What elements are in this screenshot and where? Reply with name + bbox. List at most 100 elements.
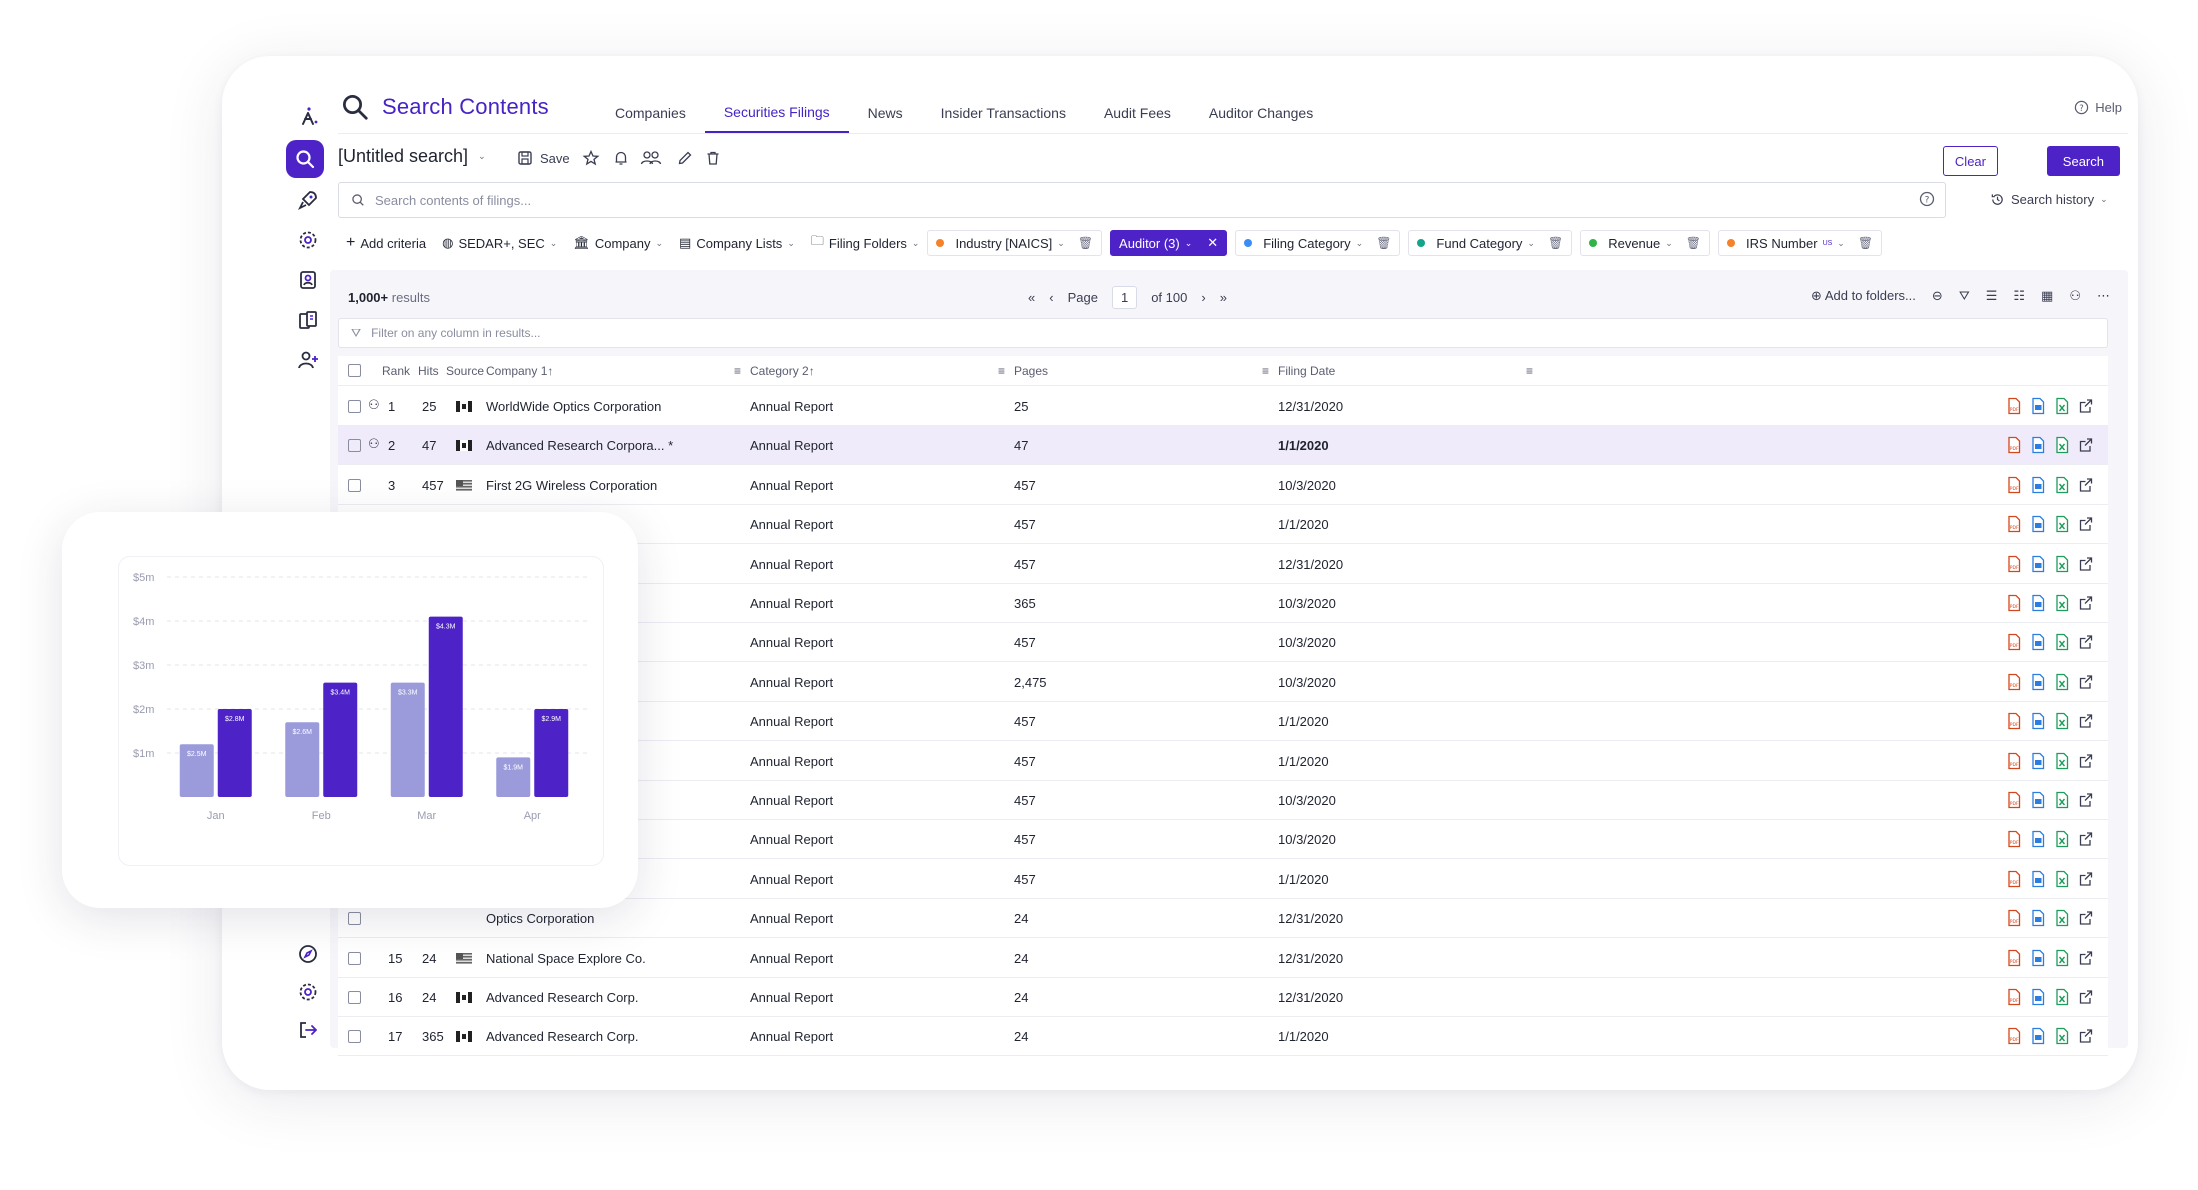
rocket-icon[interactable] xyxy=(288,180,328,220)
tab-auditor-changes[interactable]: Auditor Changes xyxy=(1208,105,1314,121)
excel-icon[interactable] xyxy=(2054,791,2070,809)
more-icon[interactable]: ⋯ xyxy=(2097,288,2110,303)
table-row[interactable]: 16 24 Advanced Research Corp. Annual Report… xyxy=(338,978,2108,1017)
company-cell[interactable]: Optics Corporation xyxy=(486,911,595,927)
next-page-icon[interactable]: › xyxy=(1201,290,1206,305)
trash-icon[interactable]: 🗑︎ xyxy=(1376,236,1392,250)
excel-icon[interactable] xyxy=(2054,436,2070,454)
row-checkbox[interactable] xyxy=(348,912,361,926)
add-to-folders-button[interactable]: ⊕ Add to folders... xyxy=(1811,288,1916,304)
save-button[interactable]: Save xyxy=(516,149,570,167)
pdf-icon[interactable]: PDF xyxy=(2006,791,2022,809)
pdf-icon[interactable]: PDF xyxy=(2006,1027,2022,1045)
glasses-icon[interactable]: ⚇ xyxy=(368,436,380,452)
chip-auditor[interactable]: Auditor (3) ⌄ ✕ xyxy=(1110,230,1228,256)
tab-news[interactable]: News xyxy=(867,105,903,121)
col-menu-icon[interactable]: ≡ xyxy=(1526,364,1534,378)
word-doc-icon[interactable] xyxy=(2030,476,2046,494)
column-filter-input[interactable]: ⛛ Filter on any column in results... xyxy=(338,318,2108,348)
pdf-icon[interactable]: PDF xyxy=(2006,515,2022,533)
company-cell[interactable]: First 2G Wireless Corporation xyxy=(486,477,658,493)
external-link-icon[interactable] xyxy=(2078,436,2094,454)
col-rank[interactable]: Rank xyxy=(382,364,411,378)
excel-icon[interactable] xyxy=(2054,988,2070,1006)
word-doc-icon[interactable] xyxy=(2030,752,2046,770)
pdf-icon[interactable]: PDF xyxy=(2006,870,2022,888)
col-filing-date[interactable]: Filing Date xyxy=(1278,364,1336,378)
external-link-icon[interactable] xyxy=(2078,515,2094,533)
row-checkbox[interactable] xyxy=(348,1030,361,1044)
col-company[interactable]: Company 1↑ xyxy=(486,364,554,378)
pdf-icon[interactable]: PDF xyxy=(2006,830,2022,848)
col-category[interactable]: Category 2↑ xyxy=(750,364,815,378)
word-doc-icon[interactable] xyxy=(2030,397,2046,415)
excel-icon[interactable] xyxy=(2054,594,2070,612)
chip-fund-category[interactable]: Fund Category ⌄ 🗑︎ xyxy=(1408,230,1573,256)
external-link-icon[interactable] xyxy=(2078,1027,2094,1045)
pdf-icon[interactable]: PDF xyxy=(2006,712,2022,730)
list-view-icon[interactable]: ☷ xyxy=(2013,288,2026,303)
company-cell[interactable]: National Space Explore Co. xyxy=(486,950,646,966)
bell-button[interactable] xyxy=(612,149,630,167)
trash-icon[interactable]: 🗑︎ xyxy=(1547,236,1564,250)
minus-circle-icon[interactable]: ⊖ xyxy=(1931,288,1943,303)
company-lists-filter[interactable]: ▤ Company Lists ⌄ xyxy=(671,230,803,256)
page-input[interactable]: 1 xyxy=(1111,286,1138,309)
help-circle-icon[interactable]: ? xyxy=(1919,191,1935,207)
pdf-icon[interactable]: PDF xyxy=(2006,397,2022,415)
glasses-icon[interactable]: ⚇ xyxy=(368,397,380,412)
trash-icon[interactable]: 🗑︎ xyxy=(1077,236,1094,250)
last-page-icon[interactable]: » xyxy=(1219,290,1227,305)
company-cell[interactable]: WorldWide Optics Corporation xyxy=(486,399,662,414)
share-users-button[interactable] xyxy=(640,149,662,167)
trash-icon[interactable]: 🗑︎ xyxy=(1857,236,1874,250)
external-link-icon[interactable] xyxy=(2078,791,2094,809)
first-page-icon[interactable]: « xyxy=(1028,290,1036,305)
word-doc-icon[interactable] xyxy=(2030,436,2046,454)
row-checkbox[interactable] xyxy=(348,439,361,453)
pdf-icon[interactable]: PDF xyxy=(2006,436,2022,454)
excel-icon[interactable] xyxy=(2054,673,2070,691)
external-link-icon[interactable] xyxy=(2078,476,2094,494)
chip-industry[interactable]: Industry [NAICS] ⌄ 🗑︎ xyxy=(927,230,1103,256)
logo-icon[interactable] xyxy=(288,96,328,136)
external-link-icon[interactable] xyxy=(2078,988,2094,1006)
filing-folders-filter[interactable]: 🗀 Filing Folders ⌄ xyxy=(803,230,928,256)
external-link-icon[interactable] xyxy=(2078,870,2094,888)
pdf-icon[interactable]: PDF xyxy=(2006,594,2022,612)
external-link-icon[interactable] xyxy=(2078,712,2094,730)
delete-button[interactable] xyxy=(704,149,722,167)
external-link-icon[interactable] xyxy=(2078,949,2094,967)
chip-filing-category[interactable]: Filing Category ⌄ 🗑︎ xyxy=(1235,230,1401,256)
col-pages[interactable]: Pages xyxy=(1014,364,1049,378)
tab-audit-fees[interactable]: Audit Fees xyxy=(1103,105,1171,121)
excel-icon[interactable] xyxy=(2054,949,2070,967)
lines-icon[interactable]: ☰ xyxy=(1985,288,1998,303)
glasses-icon[interactable]: ⚇ xyxy=(2069,288,2081,303)
chip-revenue[interactable]: Revenue ⌄ 🗑︎ xyxy=(1580,230,1711,256)
star-button[interactable] xyxy=(582,149,600,167)
documents-icon[interactable] xyxy=(288,300,328,340)
pdf-icon[interactable]: PDF xyxy=(2006,949,2022,967)
company-cell[interactable]: Advanced Research Corp. xyxy=(486,1029,639,1045)
excel-icon[interactable] xyxy=(2054,1027,2070,1045)
excel-icon[interactable] xyxy=(2054,555,2070,573)
external-link-icon[interactable] xyxy=(2078,673,2094,691)
tab-insider-transactions[interactable]: Insider Transactions xyxy=(940,105,1066,121)
row-checkbox[interactable] xyxy=(348,478,361,492)
word-doc-icon[interactable] xyxy=(2030,633,2046,651)
row-checkbox[interactable] xyxy=(348,400,361,413)
excel-icon[interactable] xyxy=(2054,870,2070,888)
trash-icon[interactable]: 🗑︎ xyxy=(1685,236,1702,250)
content-search-field[interactable]: Search contents of filings... ? xyxy=(338,182,1946,218)
external-link-icon[interactable] xyxy=(2078,909,2094,927)
word-doc-icon[interactable] xyxy=(2030,870,2046,888)
external-link-icon[interactable] xyxy=(2078,752,2094,770)
search-button[interactable]: Search xyxy=(2046,146,2120,176)
company-cell[interactable]: Advanced Research Corpora... * xyxy=(486,438,674,454)
search-nav-icon[interactable] xyxy=(286,140,324,178)
row-checkbox[interactable] xyxy=(348,951,361,965)
pdf-icon[interactable]: PDF xyxy=(2006,476,2022,494)
table-row[interactable]: ⚇ 2 47 Advanced Research Corpora... * Annual… xyxy=(338,426,2108,466)
pdf-icon[interactable]: PDF xyxy=(2006,909,2022,927)
